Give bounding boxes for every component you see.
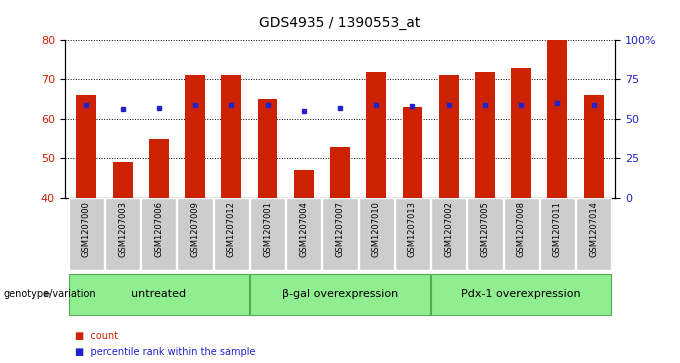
Bar: [69, 274, 249, 315]
Bar: [113, 162, 133, 198]
Bar: [214, 198, 249, 270]
Bar: [250, 274, 430, 315]
Bar: [540, 198, 575, 270]
Bar: [286, 198, 322, 270]
Bar: [511, 68, 531, 198]
Text: ■  percentile rank within the sample: ■ percentile rank within the sample: [75, 347, 255, 357]
Bar: [504, 198, 539, 270]
Bar: [105, 198, 140, 270]
Bar: [294, 170, 313, 198]
Bar: [141, 198, 176, 270]
Bar: [177, 198, 213, 270]
Text: ■  count: ■ count: [75, 331, 118, 341]
Text: Pdx-1 overexpression: Pdx-1 overexpression: [461, 289, 581, 299]
Bar: [69, 198, 104, 270]
Bar: [395, 198, 430, 270]
Bar: [185, 76, 205, 198]
Bar: [322, 198, 358, 270]
Bar: [258, 99, 277, 198]
Text: GSM1207009: GSM1207009: [190, 201, 199, 257]
Bar: [576, 198, 611, 270]
Text: GSM1207013: GSM1207013: [408, 201, 417, 257]
Bar: [221, 76, 241, 198]
Bar: [431, 198, 466, 270]
Text: GDS4935 / 1390553_at: GDS4935 / 1390553_at: [259, 16, 421, 30]
Text: β-gal overexpression: β-gal overexpression: [282, 289, 398, 299]
Text: GSM1207011: GSM1207011: [553, 201, 562, 257]
Text: GSM1207002: GSM1207002: [444, 201, 453, 257]
Bar: [358, 198, 394, 270]
Text: untreated: untreated: [131, 289, 186, 299]
Text: GSM1207004: GSM1207004: [299, 201, 308, 257]
Bar: [547, 40, 567, 198]
Bar: [431, 274, 611, 315]
Bar: [439, 76, 459, 198]
Bar: [250, 198, 285, 270]
Text: GSM1207008: GSM1207008: [517, 201, 526, 257]
Text: GSM1207006: GSM1207006: [154, 201, 163, 257]
Bar: [403, 107, 422, 198]
Text: GSM1207012: GSM1207012: [227, 201, 236, 257]
Bar: [367, 72, 386, 198]
Bar: [583, 95, 604, 198]
Text: GSM1207001: GSM1207001: [263, 201, 272, 257]
Text: GSM1207003: GSM1207003: [118, 201, 127, 257]
Bar: [467, 198, 503, 270]
Bar: [149, 139, 169, 198]
Text: GSM1207014: GSM1207014: [589, 201, 598, 257]
Text: GSM1207010: GSM1207010: [372, 201, 381, 257]
Bar: [475, 72, 495, 198]
Text: GSM1207000: GSM1207000: [82, 201, 91, 257]
Text: genotype/variation: genotype/variation: [3, 289, 96, 299]
Bar: [76, 95, 97, 198]
Text: GSM1207007: GSM1207007: [335, 201, 345, 257]
Bar: [330, 147, 350, 198]
Text: GSM1207005: GSM1207005: [481, 201, 490, 257]
